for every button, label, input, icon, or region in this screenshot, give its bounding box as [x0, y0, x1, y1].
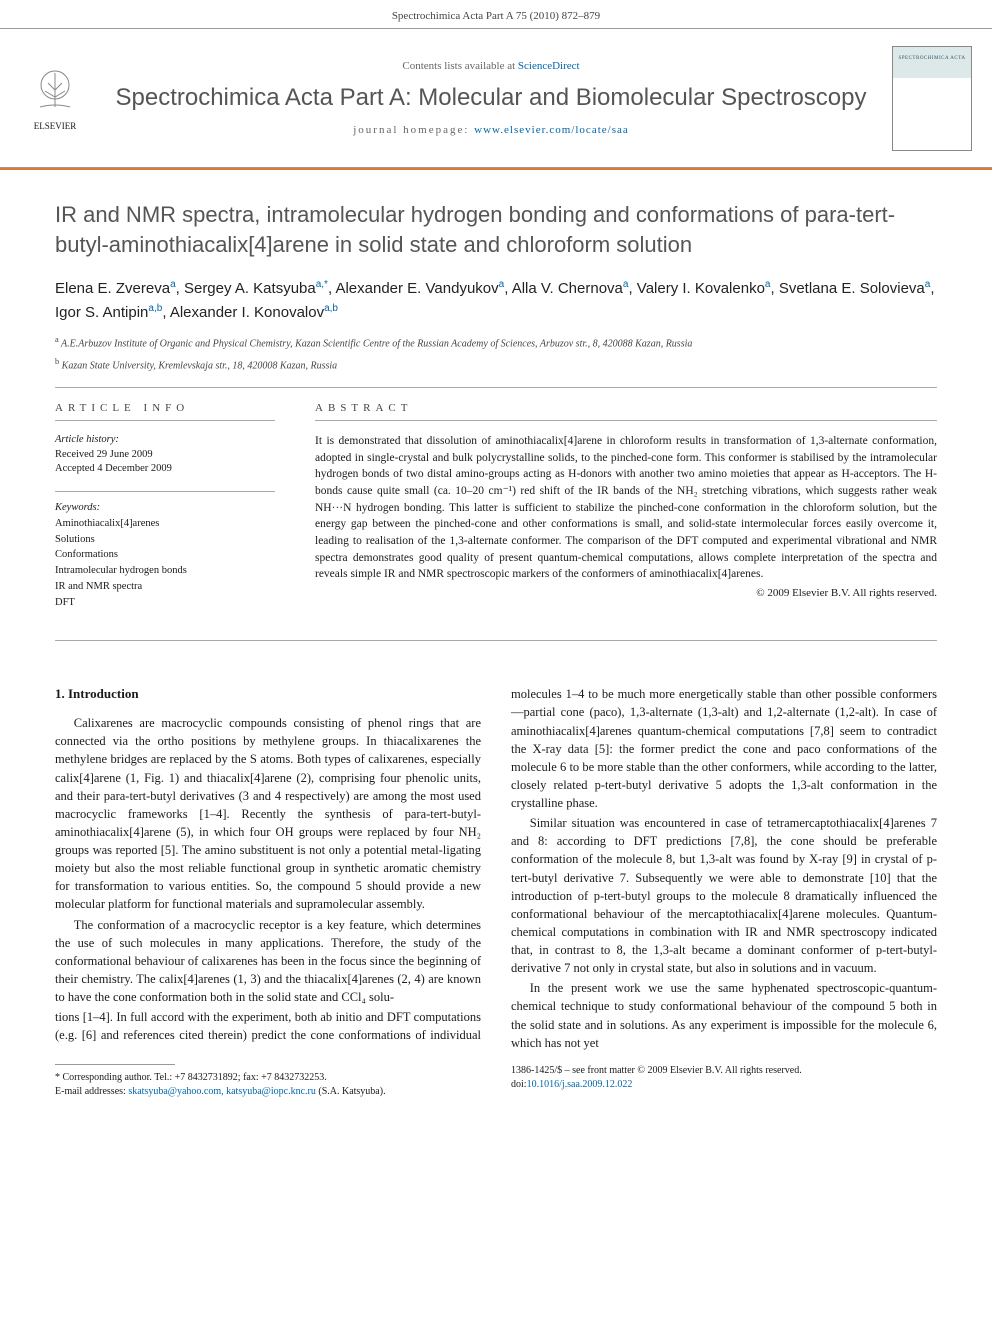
homepage-line: journal homepage: www.elsevier.com/locat… [100, 124, 882, 136]
keywords-block: Keywords: Aminothiacalix[4]arenes Soluti… [55, 500, 275, 610]
article-front: IR and NMR spectra, intramolecular hydro… [0, 170, 992, 685]
author: Sergey A. Katsyubaa,* [184, 280, 328, 297]
info-abstract-row: ARTICLE INFO Article history: Received 2… [55, 402, 937, 624]
divider [55, 387, 937, 388]
doi-link[interactable]: 10.1016/j.saa.2009.12.022 [527, 1079, 633, 1090]
issn-line: 1386-1425/$ – see front matter © 2009 El… [511, 1064, 937, 1078]
section-heading: 1. Introduction [55, 685, 481, 704]
keyword: Intramolecular hydrogen bonds [55, 563, 275, 579]
keyword: Conformations [55, 547, 275, 563]
email-link[interactable]: skatsyuba@yahoo.com, katsyuba@iopc.knc.r… [128, 1086, 316, 1097]
author: Alexander E. Vandyukova [335, 280, 504, 297]
journal-cover-thumb: SPECTROCHIMICA ACTA [892, 46, 972, 151]
contents-center: Contents lists available at ScienceDirec… [90, 60, 892, 135]
body-paragraph: Similar situation was encountered in cas… [511, 814, 937, 977]
divider [55, 640, 937, 641]
footnote-rule [55, 1064, 175, 1065]
publisher-name: ELSEVIER [20, 121, 90, 131]
homepage-link[interactable]: www.elsevier.com/locate/saa [474, 124, 629, 136]
abstract-col: ABSTRACT It is demonstrated that dissolu… [315, 402, 937, 624]
affiliation: a A.E.Arbuzov Institute of Organic and P… [55, 334, 937, 351]
abstract-text: It is demonstrated that dissolution of a… [315, 433, 937, 583]
citation-text: Spectrochimica Acta Part A 75 (2010) 872… [392, 10, 600, 22]
keyword: Solutions [55, 532, 275, 548]
elsevier-logo: ELSEVIER [20, 65, 90, 131]
divider [55, 491, 275, 492]
history-block: Article history: Received 29 June 2009 A… [55, 433, 275, 477]
email-line: E-mail addresses: skatsyuba@yahoo.com, k… [55, 1085, 481, 1099]
body-text: 1. Introduction Calixarenes are macrocyc… [0, 685, 992, 1052]
abstract-label: ABSTRACT [315, 402, 937, 421]
elsevier-tree-icon [30, 65, 80, 115]
body-paragraph: Calixarenes are macrocyclic compounds co… [55, 714, 481, 913]
page-header: Spectrochimica Acta Part A 75 (2010) 872… [0, 0, 992, 28]
doi-line: doi:10.1016/j.saa.2009.12.022 [511, 1078, 937, 1092]
keyword: Aminothiacalix[4]arenes [55, 516, 275, 532]
authors: Elena E. Zverevaa, Sergey A. Katsyubaa,*… [55, 277, 937, 324]
body-paragraph: The conformation of a macrocyclic recept… [55, 916, 481, 1007]
author: Alexander I. Konovalova,b [170, 304, 338, 321]
journal-name: Spectrochimica Acta Part A: Molecular an… [100, 82, 882, 113]
contents-line: Contents lists available at ScienceDirec… [100, 60, 882, 72]
abstract-copyright: © 2009 Elsevier B.V. All rights reserved… [315, 587, 937, 599]
article-title: IR and NMR spectra, intramolecular hydro… [55, 200, 937, 259]
author: Svetlana E. Solovievaa [779, 280, 930, 297]
body-paragraph: In the present work we use the same hyph… [511, 979, 937, 1052]
author: Valery I. Kovalenkoa [637, 280, 771, 297]
sciencedirect-link[interactable]: ScienceDirect [518, 60, 580, 72]
contents-bar: ELSEVIER Contents lists available at Sci… [0, 28, 992, 168]
author: Alla V. Chernovaa [512, 280, 629, 297]
affiliation: b Kazan State University, Kremlevskaja s… [55, 356, 937, 373]
footer: * Corresponding author. Tel.: +7 8432731… [0, 1052, 992, 1120]
author: Elena E. Zverevaa [55, 280, 176, 297]
keyword: IR and NMR spectra [55, 579, 275, 595]
keyword: DFT [55, 595, 275, 611]
author: Igor S. Antipina,b [55, 304, 162, 321]
corresponding-author: * Corresponding author. Tel.: +7 8432731… [55, 1071, 481, 1085]
info-label: ARTICLE INFO [55, 402, 275, 421]
article-info-col: ARTICLE INFO Article history: Received 2… [55, 402, 275, 624]
